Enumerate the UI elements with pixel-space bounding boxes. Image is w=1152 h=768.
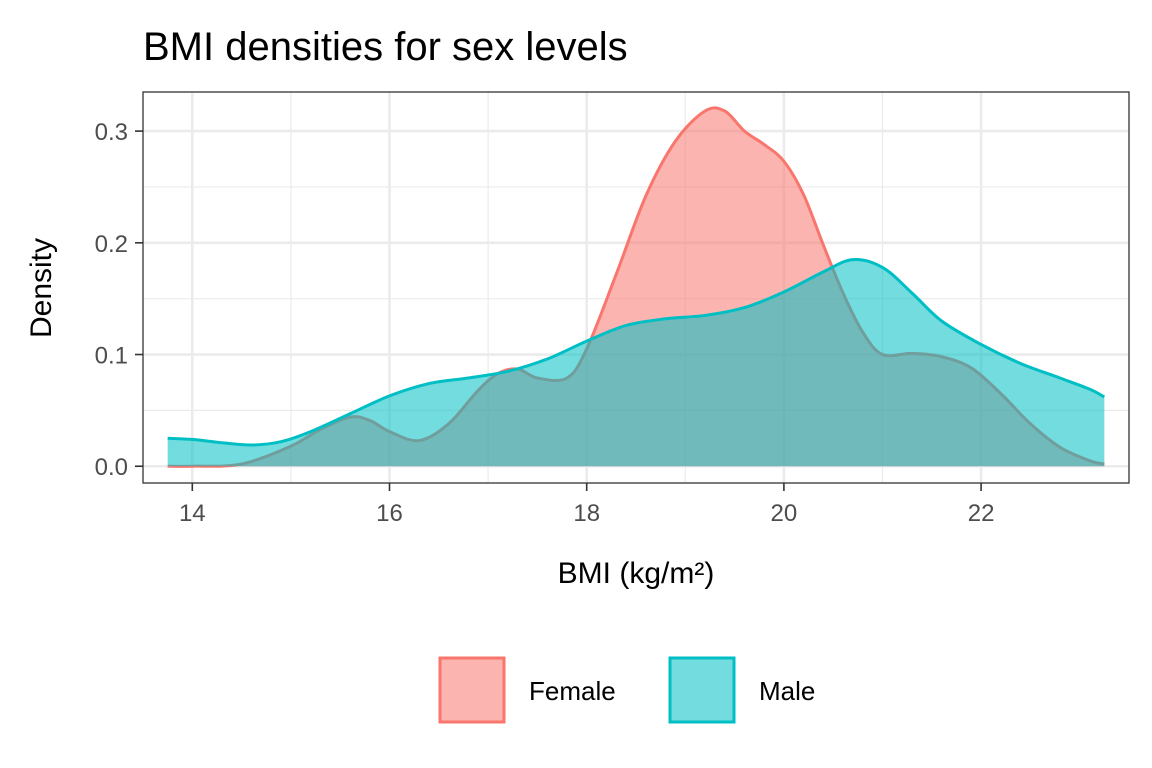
legend-item-female: Female xyxy=(438,656,616,724)
legend: Female Male xyxy=(438,656,815,724)
y-tick-label: 0.3 xyxy=(95,119,128,146)
x-tick-label: 16 xyxy=(376,500,403,527)
x-tick-label: 18 xyxy=(573,500,600,527)
y-tick-label: 0.1 xyxy=(95,343,128,370)
x-tick-label: 14 xyxy=(179,500,206,527)
y-axis-title: Density xyxy=(25,238,58,338)
x-tick-label: 22 xyxy=(968,500,995,527)
legend-label-female: Female xyxy=(529,676,616,706)
y-tick-label: 0.0 xyxy=(95,454,128,481)
legend-label-male: Male xyxy=(759,676,815,706)
plot-panel-border xyxy=(142,91,1130,484)
legend-key-male xyxy=(668,656,736,724)
y-axis: 0.0 0.1 0.2 0.3 xyxy=(95,119,143,481)
legend-key-female xyxy=(438,656,506,724)
density-areas xyxy=(167,106,1106,468)
legend-item-male: Male xyxy=(668,656,815,724)
y-tick-label: 0.2 xyxy=(95,231,128,258)
x-axis: 14 16 18 20 22 xyxy=(179,483,995,527)
density-line-male xyxy=(167,257,1106,447)
chart-title: BMI densities for sex levels xyxy=(143,25,628,69)
density-area-male xyxy=(167,259,1105,467)
x-axis-title: BMI (kg/m²) xyxy=(558,557,715,590)
x-tick-label: 20 xyxy=(771,500,798,527)
